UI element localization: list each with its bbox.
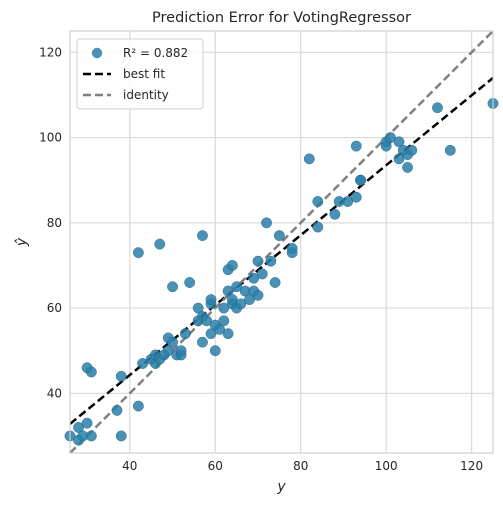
data-point [380,140,392,152]
data-point [355,174,366,186]
data-point [222,285,234,297]
y-tick-label: 40 [47,386,62,400]
data-point [167,336,178,348]
data-point [154,238,166,250]
data-point [111,404,123,416]
data-point [329,208,341,220]
data-point [444,144,456,156]
data-point [115,430,127,442]
data-point [137,358,149,369]
data-point [85,366,97,378]
data-point [273,230,285,242]
data-point [184,277,196,288]
data-point [350,191,362,203]
legend-label: identity [123,88,169,102]
data-point [167,281,178,293]
data-point [205,294,217,305]
x-axis-label: y [276,479,286,495]
y-axis-label: ŷ [14,237,30,247]
data-point [350,140,362,152]
y-tick-label: 60 [47,301,62,315]
data-point [432,102,443,114]
x-tick-label: 120 [460,459,483,473]
data-point [222,328,234,340]
data-point [385,132,396,143]
data-point [393,153,405,165]
data-point [406,144,418,156]
data-point [192,302,204,314]
data-point [342,196,354,207]
data-point [201,315,213,327]
legend-box [76,38,204,110]
data-point [132,247,144,259]
data-point [132,400,144,412]
identity-line [69,30,494,454]
chart-title: Prediction Error for VotingRegressor [152,10,411,26]
data-point [85,430,97,442]
data-point [226,260,238,271]
data-point [248,272,260,284]
data-point [312,196,324,207]
data-point [231,281,243,293]
data-point [81,417,93,429]
x-tick-label: 80 [293,459,308,473]
data-point [252,255,264,267]
data-point [205,328,217,340]
data-point [209,345,221,357]
legend-marker [91,47,103,59]
data-point [162,345,174,357]
y-tick-label: 100 [39,131,62,145]
legend: R² = 0.882 best fit identity [76,38,204,110]
legend-label: R² = 0.882 [123,46,188,60]
data-point [115,370,127,382]
data-point [214,323,225,335]
data-points [64,98,499,446]
x-tick-label: 40 [122,459,137,473]
data-point [218,315,230,327]
data-point [244,294,255,305]
data-point [179,328,191,340]
x-tick-label: 60 [208,459,223,473]
data-point [256,268,268,280]
data-point [269,277,281,288]
data-point [261,217,272,229]
data-point [303,153,315,165]
data-point [226,294,238,305]
data-point [197,230,208,242]
data-point [73,422,84,433]
plot-frame [69,30,494,454]
data-point [393,136,405,148]
data-point [312,221,324,233]
data-point [197,336,208,348]
grid-layer [70,31,493,453]
x-tick-label: 100 [375,459,398,473]
tick-labels: 40 60 80 100 120 40 60 80 100 120 [39,45,483,473]
data-point [218,302,230,314]
data-point [175,345,187,357]
legend-label: best fit [123,67,165,81]
data-point [402,162,413,173]
y-tick-label: 120 [39,45,62,59]
data-point [286,242,298,254]
data-point [265,255,277,267]
data-point [235,298,247,310]
y-tick-label: 80 [47,216,62,230]
data-point [252,289,264,301]
